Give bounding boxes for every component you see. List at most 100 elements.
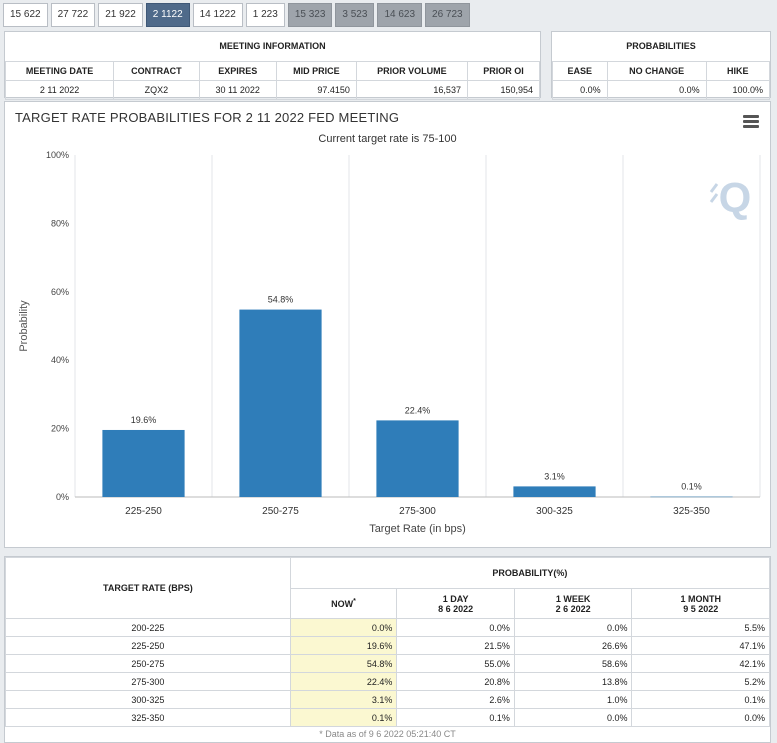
- header-mid-price: MID PRICE: [275, 61, 357, 81]
- date-tab[interactable]: 3 523: [335, 3, 375, 27]
- expires-value: 30 11 2022: [198, 80, 277, 100]
- table-row: 325-350 0.1% 0.1% 0.0% 0.0%: [5, 708, 770, 727]
- x-tick-label: 250-275: [262, 506, 299, 517]
- one-day-cell: 0.0%: [396, 618, 515, 637]
- bar: [376, 420, 459, 497]
- table-row: 275-300 22.4% 20.8% 13.8% 5.2%: [5, 672, 770, 691]
- now-cell: 54.8%: [289, 654, 398, 673]
- y-tick-label: 80%: [51, 218, 69, 228]
- bar: [102, 429, 185, 497]
- y-tick-label: 100%: [46, 150, 69, 160]
- now-cell: 0.0%: [289, 618, 398, 637]
- rate-cell: 325-350: [5, 708, 291, 727]
- meeting-information-title: MEETING INFORMATION: [219, 41, 326, 51]
- bar-data-label: 3.1%: [544, 471, 565, 481]
- date-tab[interactable]: 26 723: [425, 3, 470, 27]
- header-prior-oi: PRIOR OI: [466, 61, 541, 81]
- y-tick-label: 60%: [51, 287, 69, 297]
- header-ease: EASE: [552, 61, 608, 81]
- bar: [513, 486, 596, 497]
- bar: [239, 309, 322, 497]
- x-tick-label: 275-300: [399, 506, 436, 517]
- header-prior-volume: PRIOR VOLUME: [355, 61, 468, 81]
- y-tick-label: 20%: [51, 424, 69, 434]
- prior-volume-value: 16,537: [355, 80, 468, 100]
- one-week-cell: 1.0%: [513, 690, 633, 709]
- header-no-change: NO CHANGE: [606, 61, 707, 81]
- one-month-cell: 0.0%: [631, 708, 770, 727]
- header-1-month: 1 MONTH 9 5 2022: [631, 588, 770, 619]
- q-logo-icon: Q: [709, 174, 751, 221]
- ease-value: 0.0%: [552, 80, 608, 100]
- mid-price-value: 97.4150: [275, 80, 357, 100]
- one-week-cell: 26.6%: [513, 636, 633, 655]
- one-day-cell: 2.6%: [396, 690, 515, 709]
- table-row: 300-325 3.1% 2.6% 1.0% 0.1%: [5, 690, 770, 709]
- date-tab[interactable]: 15 622: [3, 3, 48, 27]
- header-meeting-date: MEETING DATE: [4, 61, 115, 81]
- header-1-day: 1 DAY 8 6 2022: [396, 588, 515, 619]
- one-week-cell: 0.0%: [513, 708, 633, 727]
- probabilities-title: PROBABILITIES: [626, 41, 696, 51]
- table-row: 200-225 0.0% 0.0% 0.0% 5.5%: [5, 618, 770, 637]
- meeting-date-value: 2 11 2022: [4, 80, 115, 100]
- now-cell: 3.1%: [289, 690, 398, 709]
- x-tick-label: 225-250: [125, 506, 162, 517]
- no-change-value: 0.0%: [606, 80, 707, 100]
- one-month-cell: 5.5%: [631, 618, 770, 637]
- meeting-information-panel: MEETING INFORMATION MEETING DATE CONTRAC…: [4, 31, 541, 100]
- hike-value: 100.0%: [705, 80, 771, 100]
- probabilities-panel: PROBABILITIES EASE NO CHANGE HIKE 0.0% 0…: [551, 31, 771, 100]
- y-tick-label: 0%: [56, 492, 69, 502]
- date-tab-bar: 15 622 27 722 21 922 2 1122 14 1222 1 223 15 3…: [3, 3, 470, 27]
- header-contract: CONTRACT: [113, 61, 200, 81]
- rate-cell: 200-225: [5, 618, 291, 637]
- x-tick-label: 300-325: [536, 506, 573, 517]
- bar-data-label: 19.6%: [131, 415, 157, 425]
- header-expires: EXPIRES: [198, 61, 277, 81]
- date-tab[interactable]: 21 922: [98, 3, 143, 27]
- bar-chart: 0% 20% 40% 60% 80% 100% 19.6% 225-250 54.8% 250-2…: [18, 150, 761, 535]
- now-cell: 22.4%: [289, 672, 398, 691]
- table-row: 225-250 19.6% 21.5% 26.6% 47.1%: [5, 636, 770, 655]
- date-tab[interactable]: 2 1122: [145, 3, 190, 27]
- x-tick-label: 325-350: [673, 506, 710, 517]
- probability-table-panel: TARGET RATE (BPS) PROBABILITY(%) NOW* 1 …: [4, 556, 771, 743]
- bar-data-label: 22.4%: [405, 405, 431, 415]
- hamburger-menu-icon[interactable]: [743, 115, 759, 129]
- chart-panel: TARGET RATE PROBABILITIES FOR 2 11 2022 …: [4, 101, 771, 548]
- header-probability-group: PROBABILITY(%): [289, 557, 771, 589]
- bar: [650, 496, 733, 498]
- header-hike: HIKE: [705, 61, 771, 81]
- bar-data-label: 54.8%: [268, 295, 294, 305]
- rate-cell: 275-300: [5, 672, 291, 691]
- probability-table: TARGET RATE (BPS) PROBABILITY(%) NOW* 1 …: [5, 557, 771, 727]
- header-target-rate: TARGET RATE (BPS): [5, 557, 291, 619]
- one-week-cell: 13.8%: [513, 672, 633, 691]
- date-tab[interactable]: 27 722: [50, 3, 96, 27]
- one-week-cell: 58.6%: [513, 654, 633, 673]
- contract-value: ZQX2: [113, 80, 200, 100]
- bar-data-label: 0.1%: [681, 482, 702, 492]
- prior-oi-value: 150,954: [466, 80, 541, 100]
- y-tick-label: 40%: [51, 355, 69, 365]
- data-timestamp-footnote: * Data as of 9 6 2022 05:21:40 CT: [319, 729, 456, 739]
- rate-cell: 225-250: [5, 636, 291, 655]
- rate-cell: 250-275: [5, 654, 291, 673]
- date-tab[interactable]: 14 1222: [192, 3, 243, 27]
- one-day-cell: 21.5%: [396, 636, 515, 655]
- now-cell: 0.1%: [289, 708, 398, 727]
- date-tab[interactable]: 14 623: [377, 3, 423, 27]
- one-day-cell: 0.1%: [396, 708, 515, 727]
- date-tab[interactable]: 15 323: [287, 3, 333, 27]
- one-day-cell: 20.8%: [396, 672, 515, 691]
- one-month-cell: 0.1%: [631, 690, 770, 709]
- one-week-cell: 0.0%: [513, 618, 633, 637]
- now-cell: 19.6%: [289, 636, 398, 655]
- chart-subtitle: Current target rate is 75-100: [318, 133, 457, 145]
- chart-title: TARGET RATE PROBABILITIES FOR 2 11 2022 …: [15, 110, 400, 125]
- one-month-cell: 42.1%: [631, 654, 770, 673]
- one-month-cell: 47.1%: [631, 636, 770, 655]
- one-month-cell: 5.2%: [631, 672, 770, 691]
- date-tab[interactable]: 1 223: [245, 3, 285, 27]
